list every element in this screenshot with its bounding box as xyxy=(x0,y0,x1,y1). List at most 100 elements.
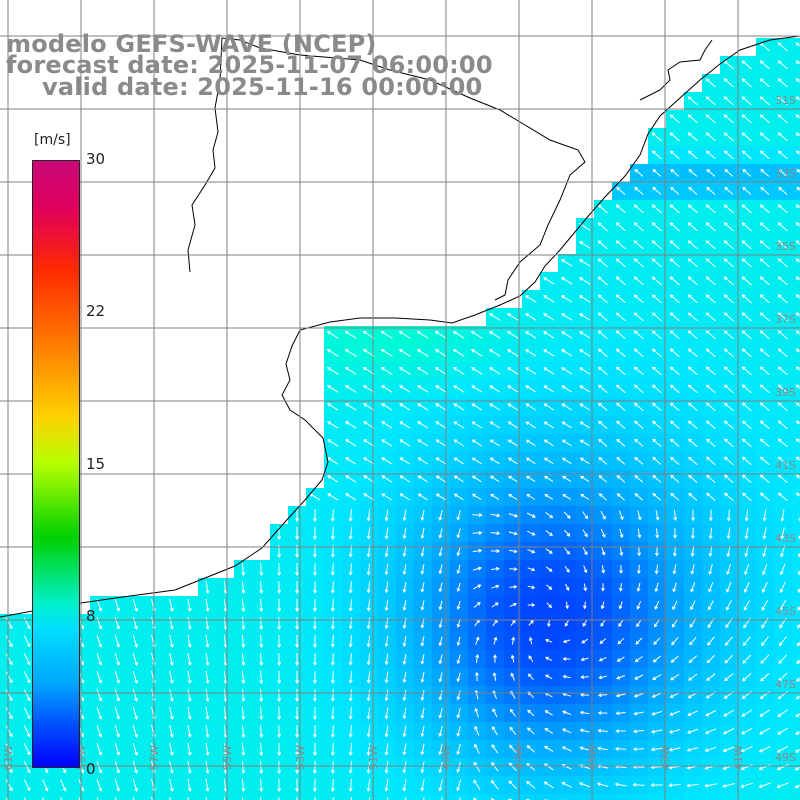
wind-arrow xyxy=(456,725,461,737)
colorbar-tick-15: 15 xyxy=(86,455,106,473)
wind-arrow xyxy=(705,204,716,214)
wind-arrow xyxy=(669,132,680,142)
wind-cell xyxy=(792,272,800,290)
wind-arrow xyxy=(562,710,572,715)
wind-arrow xyxy=(741,204,752,214)
wind-arrow xyxy=(420,546,425,557)
wind-arrow xyxy=(114,689,120,702)
wind-arrow xyxy=(543,295,555,303)
wind-arrows xyxy=(5,42,800,800)
wind-arrow xyxy=(508,513,519,518)
wind-arrow xyxy=(471,403,483,411)
wind-arrow xyxy=(312,635,317,648)
wind-arrow xyxy=(295,725,300,738)
wind-arrow xyxy=(327,403,339,411)
wind-arrow xyxy=(634,656,643,663)
wind-arrow xyxy=(312,527,317,540)
wind-arrow xyxy=(473,601,481,608)
wind-arrow xyxy=(402,509,407,522)
wind-arrow xyxy=(687,366,698,376)
wind-arrow xyxy=(633,402,644,412)
latitude-label: 39S xyxy=(775,386,796,399)
wind-arrow xyxy=(528,636,533,645)
wind-arrow xyxy=(543,403,554,411)
wind-cell xyxy=(792,74,800,92)
wind-arrow xyxy=(348,743,353,756)
wind-arrow xyxy=(672,600,678,611)
wind-arrow xyxy=(561,349,573,357)
wind-arrow xyxy=(637,546,642,557)
wind-arrow xyxy=(632,782,645,787)
wind-arrow xyxy=(398,349,411,357)
wind-arrow xyxy=(312,508,317,522)
wind-arrow xyxy=(384,563,389,576)
wind-cell xyxy=(504,794,522,800)
wind-arrow xyxy=(708,563,713,575)
wind-arrow xyxy=(205,796,208,800)
wind-arrow xyxy=(456,779,461,792)
wind-arrow xyxy=(525,385,537,393)
wind-arrow xyxy=(689,636,697,646)
wind-arrow xyxy=(726,581,732,593)
wind-arrow xyxy=(687,276,698,286)
wind-arrow xyxy=(544,745,554,753)
wind-arrow xyxy=(633,258,644,268)
wind-arrow xyxy=(723,348,734,358)
wind-arrow xyxy=(672,564,677,575)
wind-arrow xyxy=(759,438,770,448)
wind-arrow xyxy=(420,779,425,792)
wind-arrow xyxy=(344,349,357,357)
wind-arrow xyxy=(796,677,800,682)
wind-cell xyxy=(540,794,558,800)
wind-arrow xyxy=(651,711,662,716)
wind-arrow xyxy=(759,276,770,286)
wind-arrow xyxy=(187,598,192,612)
wind-arrow xyxy=(652,493,662,501)
wind-arrow xyxy=(705,366,716,376)
wind-arrow xyxy=(651,294,662,304)
wind-arrow xyxy=(778,672,788,682)
wind-arrow xyxy=(686,728,699,734)
wind-arrow xyxy=(456,528,461,539)
wind-cell xyxy=(198,794,216,800)
wind-arrow xyxy=(795,420,800,425)
wind-arrow xyxy=(380,330,393,339)
wind-arrow xyxy=(741,222,752,232)
wind-arrow xyxy=(723,276,734,286)
wind-arrow xyxy=(723,240,734,250)
wind-arrow xyxy=(312,617,317,630)
wind-arrow xyxy=(96,599,103,612)
wind-arrow xyxy=(526,745,536,753)
wind-arrow xyxy=(508,531,518,536)
wind-arrow xyxy=(579,241,591,249)
wind-arrow xyxy=(546,602,552,608)
latitude-label: 35S xyxy=(775,240,796,253)
wind-arrow xyxy=(669,402,680,412)
wind-arrow xyxy=(489,385,501,393)
wind-arrow xyxy=(705,402,716,412)
wind-arrow xyxy=(527,602,536,607)
wind-arrow xyxy=(655,528,660,539)
wind-arrow xyxy=(259,742,264,757)
wind-arrow xyxy=(435,457,446,465)
wind-cell xyxy=(414,794,432,800)
wind-cell xyxy=(792,236,800,254)
wind-arrow xyxy=(259,670,264,685)
longitude-label: 57W xyxy=(148,745,161,770)
wind-arrow xyxy=(633,294,644,304)
latitude-label: 31S xyxy=(775,94,796,107)
wind-arrow xyxy=(668,783,681,788)
wind-arrow xyxy=(187,778,192,792)
wind-arrow xyxy=(759,312,770,322)
wind-arrow xyxy=(651,330,662,340)
wind-arrow xyxy=(78,797,81,800)
wind-arrow xyxy=(330,778,335,792)
wind-arrow xyxy=(241,652,246,667)
wind-arrow xyxy=(470,331,483,339)
wind-arrow xyxy=(381,475,393,483)
wind-arrow xyxy=(651,348,662,358)
wind-cell xyxy=(792,128,800,146)
wind-arrow xyxy=(471,493,482,501)
wind-cell xyxy=(378,794,396,800)
wind-arrow xyxy=(759,727,771,735)
